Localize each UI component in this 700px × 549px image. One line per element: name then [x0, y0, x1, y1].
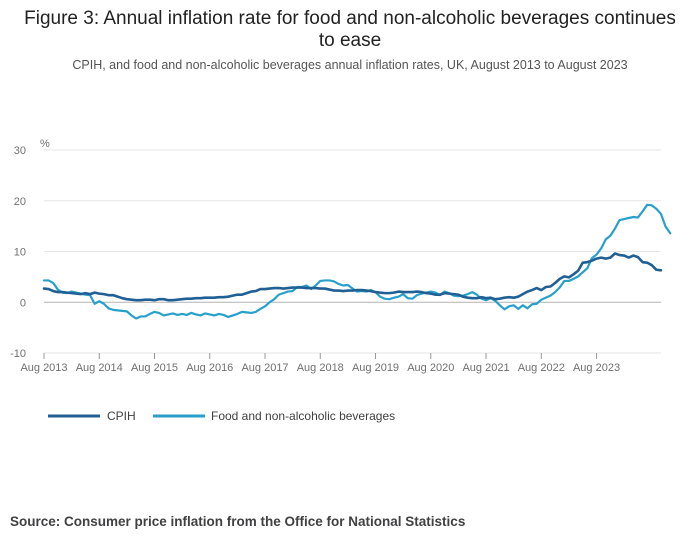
y-tick-label: 20 — [14, 196, 26, 208]
x-tick-label: Aug 2014 — [76, 362, 123, 374]
source-note: Source: Consumer price inflation from th… — [10, 514, 466, 529]
x-tick-label: Aug 2016 — [186, 362, 233, 374]
x-tick-label: Aug 2018 — [297, 362, 344, 374]
legend-label-cpih: CPIH — [107, 409, 136, 423]
x-tick-label: Aug 2013 — [20, 362, 67, 374]
series-line-food — [42, 203, 672, 320]
x-tick-label: Aug 2019 — [352, 362, 399, 374]
y-tick-label: 30 — [14, 145, 26, 157]
chart-subtitle: CPIH, and food and non-alcoholic beverag… — [72, 58, 628, 72]
x-tick-label: Aug 2023 — [573, 362, 620, 374]
chart-title: Figure 3: Annual inflation rate for food… — [24, 8, 676, 51]
legend: CPIH Food and non-alcoholic beverages — [48, 409, 395, 423]
series-line-cpih — [42, 252, 663, 302]
x-tick-label: Aug 2015 — [131, 362, 178, 374]
line-chart: -10 0 10 20 30 Aug 2013 Aug 2014 Aug 2015 Aug 20… — [10, 138, 672, 423]
y-axis-unit-label: % — [40, 138, 50, 150]
y-tick-label: 10 — [14, 247, 26, 259]
series-layer — [42, 203, 672, 320]
grid-layer — [44, 149, 661, 354]
y-tick-label: 0 — [20, 297, 26, 309]
legend-label-food: Food and non-alcoholic beverages — [211, 409, 395, 423]
y-tick-label: -10 — [10, 348, 26, 360]
x-tick-label: Aug 2021 — [462, 362, 509, 374]
x-tick-label: Aug 2022 — [518, 362, 565, 374]
x-tick-label: Aug 2017 — [241, 362, 288, 374]
x-tick-label: Aug 2020 — [407, 362, 454, 374]
axis-layer: -10 0 10 20 30 Aug 2013 Aug 2014 Aug 2015 Aug 20… — [10, 145, 620, 374]
